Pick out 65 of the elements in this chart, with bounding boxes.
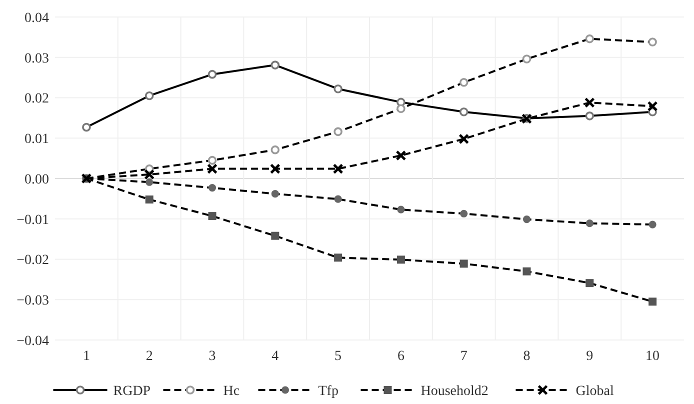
point — [460, 260, 468, 268]
point — [459, 78, 468, 87]
y-tick-label: 0.03 — [24, 51, 49, 66]
y-tick-label: 0.02 — [24, 92, 49, 107]
x-tick-label: 6 — [397, 349, 404, 364]
point — [271, 232, 280, 240]
point — [208, 212, 216, 220]
point — [271, 190, 279, 198]
legend-label: Tfp — [318, 384, 338, 399]
point — [648, 220, 656, 228]
point — [396, 104, 406, 114]
y-tick-label: −0.04 — [16, 334, 49, 349]
point — [334, 195, 342, 203]
point — [396, 256, 405, 264]
point — [396, 150, 406, 161]
point — [586, 220, 594, 228]
point — [648, 298, 657, 306]
x-tick-label: 4 — [272, 349, 279, 364]
point — [585, 112, 594, 120]
y-tick-label: −0.02 — [16, 253, 49, 268]
point — [146, 178, 154, 186]
x-tick-label: 5 — [334, 349, 342, 364]
legend-label: Household2 — [420, 384, 488, 399]
point — [270, 164, 280, 174]
point — [586, 279, 594, 288]
point — [458, 134, 470, 144]
point — [334, 254, 342, 262]
x-tick-label: 7 — [460, 349, 468, 364]
point — [522, 215, 531, 224]
x-tick-label: 1 — [82, 349, 90, 364]
point — [459, 107, 468, 116]
point — [648, 38, 657, 46]
point — [144, 91, 154, 100]
point — [460, 210, 468, 218]
legend-label: Global — [576, 384, 614, 399]
point — [144, 169, 155, 180]
point — [145, 195, 154, 204]
point — [334, 127, 342, 136]
point — [584, 97, 595, 108]
point — [270, 60, 280, 70]
x-tick-label: 8 — [523, 349, 530, 364]
point — [208, 184, 216, 192]
point — [207, 164, 218, 174]
point — [647, 100, 658, 112]
point — [208, 156, 217, 165]
point — [585, 34, 594, 44]
point — [522, 267, 531, 276]
legend-label: Hc — [223, 384, 240, 399]
point — [397, 206, 405, 214]
point — [334, 84, 342, 94]
x-tick-label: 3 — [208, 349, 216, 364]
y-tick-label: 0.04 — [24, 10, 49, 26]
y-tick-label: −0.01 — [16, 212, 49, 228]
point — [522, 54, 532, 64]
x-tick-label: 10 — [646, 349, 660, 364]
legend-label: RGDP — [113, 384, 151, 399]
y-tick-label: −0.03 — [16, 294, 49, 309]
point — [208, 70, 217, 79]
y-tick-label: 0.01 — [24, 132, 49, 148]
point — [82, 122, 91, 132]
point — [270, 145, 280, 154]
x-tick-label: 9 — [586, 349, 594, 364]
y-tick-label: 0.00 — [24, 172, 49, 188]
x-tick-label: 2 — [146, 349, 153, 364]
point — [332, 164, 344, 174]
